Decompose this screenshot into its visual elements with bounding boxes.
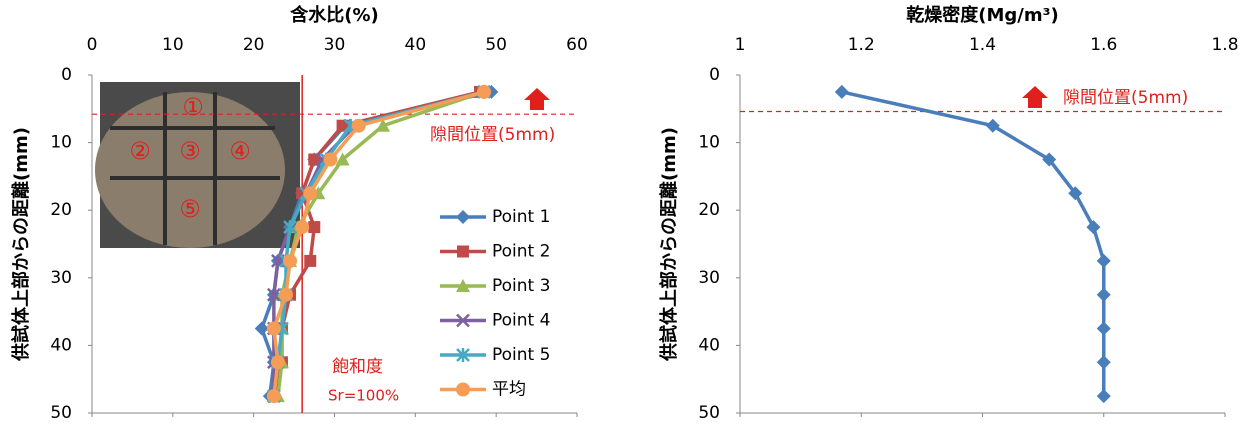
y-tick-label: 10 — [698, 133, 720, 153]
marker — [295, 220, 309, 234]
y-tick-label: 20 — [698, 200, 720, 220]
x-tick-label: 1.8 — [1211, 35, 1238, 55]
legend-label: Point 3 — [492, 276, 550, 296]
photo-label: ③ — [179, 137, 201, 165]
marker — [271, 355, 285, 369]
x-tick-label: 10 — [162, 35, 184, 55]
legend-label: Point 1 — [492, 207, 550, 227]
marker — [1086, 220, 1100, 234]
y-tick-label: 40 — [50, 335, 72, 355]
marker — [283, 254, 297, 268]
marker — [308, 221, 320, 233]
marker — [1097, 254, 1111, 268]
x-tick-label: 1.4 — [969, 35, 996, 55]
arrow — [1022, 86, 1048, 108]
y-axis-title: 供試体上部からの距離(mm) — [10, 127, 32, 362]
photo-label: ① — [182, 93, 204, 121]
series-line — [842, 92, 1104, 396]
x-tick-label: 20 — [243, 35, 265, 55]
marker — [255, 322, 269, 336]
x-tick-label: 1.6 — [1090, 35, 1117, 55]
legend-label: Point 5 — [492, 345, 550, 365]
marker — [279, 288, 293, 302]
photo-label: ④ — [229, 137, 251, 165]
y-tick-label: 30 — [50, 268, 72, 288]
y-axis-title: 供試体上部からの距離(mm) — [658, 127, 680, 362]
x-axis-title: 含水比(%) — [290, 4, 379, 26]
marker — [1097, 389, 1111, 403]
legend-label: Point 4 — [492, 311, 550, 331]
marker — [477, 85, 491, 99]
x-tick-label: 1.2 — [848, 35, 875, 55]
y-tick-label: 0 — [61, 65, 72, 85]
marker — [1097, 322, 1111, 336]
x-tick-label: 60 — [566, 35, 588, 55]
photo-label: ② — [129, 137, 151, 165]
y-tick-label: 50 — [698, 403, 720, 423]
x-tick-label: 0 — [87, 35, 98, 55]
marker — [457, 246, 469, 258]
page: ①②③④⑤ 010203040506001020304050含水比(%)供試体上… — [0, 0, 1259, 427]
y-tick-label: 40 — [698, 335, 720, 355]
marker — [267, 322, 281, 336]
marker — [352, 119, 366, 133]
photo-label: ⑤ — [179, 195, 201, 223]
marker — [323, 153, 337, 167]
x-tick-label: 50 — [485, 35, 507, 55]
marker — [303, 186, 317, 200]
marker — [835, 85, 849, 99]
arrow — [524, 88, 550, 110]
y-tick-label: 20 — [50, 200, 72, 220]
legend-label: Point 2 — [492, 242, 550, 262]
gap-label: 隙間位置(5mm) — [1063, 88, 1188, 108]
marker — [267, 389, 281, 403]
marker — [1097, 288, 1111, 302]
gap-label: 隙間位置(5mm) — [430, 125, 555, 145]
marker — [456, 210, 470, 224]
x-axis-title: 乾燥密度(Mg/m³) — [906, 4, 1058, 26]
sat-label: 飽和度 — [332, 357, 383, 377]
legend-label: 平均 — [492, 380, 526, 400]
marker — [1097, 355, 1111, 369]
y-tick-label: 0 — [709, 65, 720, 85]
y-tick-label: 50 — [50, 403, 72, 423]
marker — [456, 383, 470, 397]
marker — [304, 255, 316, 267]
x-tick-label: 40 — [405, 35, 427, 55]
x-tick-label: 1 — [735, 35, 746, 55]
y-tick-label: 10 — [50, 133, 72, 153]
y-tick-label: 30 — [698, 268, 720, 288]
sat-label: Sr=100% — [328, 387, 399, 405]
x-tick-label: 30 — [324, 35, 346, 55]
